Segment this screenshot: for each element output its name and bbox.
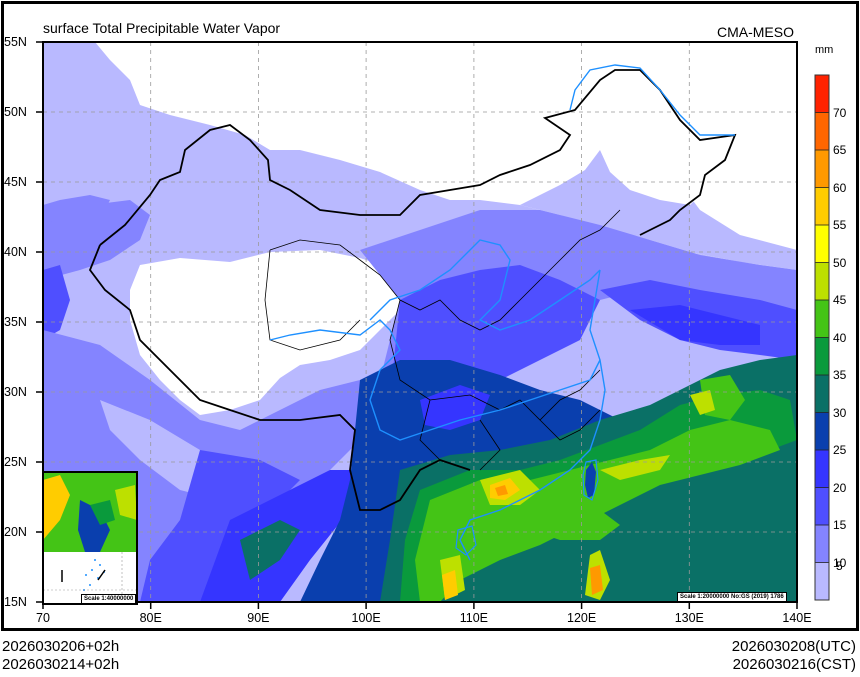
xtick-110e: 110E — [459, 611, 489, 625]
xtick-120e: 120E — [566, 611, 597, 625]
main-scale-label: Scale 1:20000000 No:GS (2019) 1786 — [677, 592, 787, 602]
init-time-utc: 2026030206+02h — [2, 638, 120, 655]
map-field — [43, 42, 797, 602]
axis-ticks — [36, 41, 798, 609]
valid-time-utc: 2026030208(UTC) — [731, 638, 856, 655]
init-time-cst: 2026030214+02h — [2, 656, 120, 673]
colorbar-label-30: 30 — [833, 405, 847, 420]
xtick-80e: 80E — [139, 611, 162, 625]
ytick-55n: 55N — [4, 35, 27, 49]
colorbar-label-40: 40 — [833, 330, 847, 345]
colorbar-label-60: 60 — [833, 180, 847, 195]
colorbar-label-65: 65 — [833, 143, 847, 157]
colorbar-label-20: 20 — [833, 480, 847, 495]
figure-frame — [1, 1, 859, 631]
colorbar-label-70: 70 — [833, 105, 847, 120]
xtick-70: 70 — [36, 611, 50, 625]
colorbar-label-35: 35 — [833, 368, 847, 382]
chart-title: surface Total Precipitable Water Vapor — [43, 20, 281, 36]
ytick-20n: 20N — [4, 525, 27, 539]
xtick-130e: 130E — [674, 611, 704, 625]
colorbar-label-55: 55 — [833, 218, 847, 232]
xtick-100e: 100E — [351, 611, 381, 625]
inset-scale-label: Scale 1:40000000 — [81, 594, 137, 604]
boundaries — [88, 64, 737, 561]
colorbar-label-10: 10 — [833, 555, 847, 570]
footer-init-times: 2026030206+02h 2026030214+02h — [2, 638, 119, 674]
ytick-50n: 50N — [4, 105, 27, 119]
colorbar-label-25: 25 — [833, 443, 847, 457]
colorbar — [814, 74, 830, 601]
ytick-15n: 15N — [4, 595, 27, 609]
colorbar-label-45: 45 — [833, 293, 847, 307]
model-source-label: CMA-MESO — [717, 24, 794, 40]
ytick-40n: 40N — [4, 245, 27, 259]
colorbar-label-5: 5 — [836, 559, 843, 573]
graticule — [43, 42, 797, 602]
ytick-30n: 30N — [4, 385, 27, 399]
ytick-35n: 35N — [4, 315, 27, 329]
footer-valid-times: 2026030208(UTC) 2026030216(CST) — [732, 638, 856, 674]
xtick-90e: 90E — [247, 611, 270, 625]
colorbar-label-50: 50 — [833, 255, 847, 270]
ytick-45n: 45N — [4, 175, 27, 189]
south-china-sea-inset — [42, 471, 138, 605]
colorbar-label-15: 15 — [833, 518, 847, 532]
colorbar-units: mm — [815, 44, 834, 56]
valid-time-cst: 2026030216(CST) — [732, 656, 856, 673]
xtick-140e: 140E — [782, 611, 812, 625]
ytick-25n: 25N — [4, 455, 27, 469]
